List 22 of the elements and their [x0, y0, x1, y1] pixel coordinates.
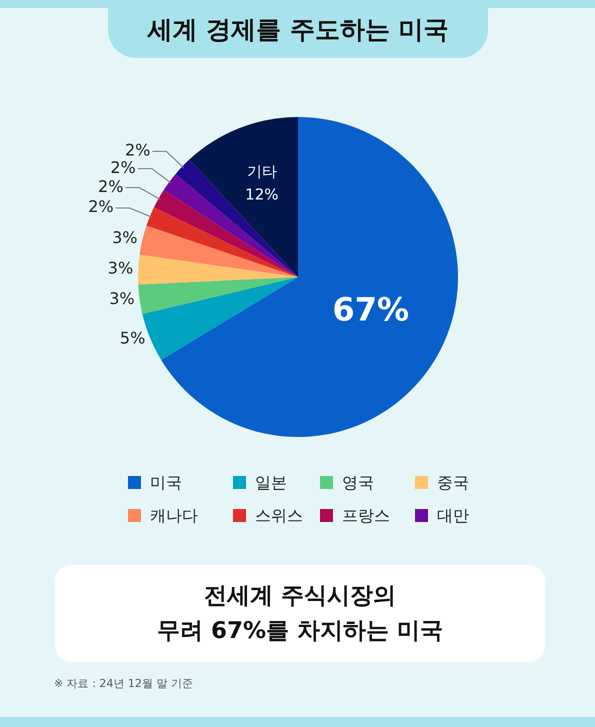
legend-label: 중국	[436, 473, 470, 494]
data-label: 12%	[245, 186, 278, 204]
legend-label: 캐나다	[149, 506, 199, 527]
legend-label: 대만	[436, 506, 470, 527]
data-label: 2%	[88, 197, 114, 216]
legend-label: 일본	[254, 473, 288, 494]
legend-label: 영국	[341, 473, 375, 494]
text: 전세계 주식시장의 무려 67%를 차지하는 미국	[55, 565, 545, 662]
chart-title: 세계 경제를 주도하는 미국	[108, 0, 488, 58]
legend-label: 미국	[149, 473, 183, 494]
data-label: 3%	[112, 228, 138, 248]
data-label: 3%	[109, 289, 135, 308]
data-label: 2%	[98, 176, 124, 196]
data-label: 3%	[108, 258, 134, 278]
data-label: 2%	[110, 158, 136, 177]
data-label: 2%	[124, 140, 150, 160]
data-label: 67%	[332, 290, 410, 329]
slice-label: 기타	[246, 162, 277, 181]
data-label: 5%	[120, 328, 146, 348]
legend-label: 스위스	[254, 506, 304, 527]
legend-label: 프랑스	[341, 506, 391, 527]
text: ※ 자료 : 24년 12월 말 기준	[54, 676, 193, 691]
